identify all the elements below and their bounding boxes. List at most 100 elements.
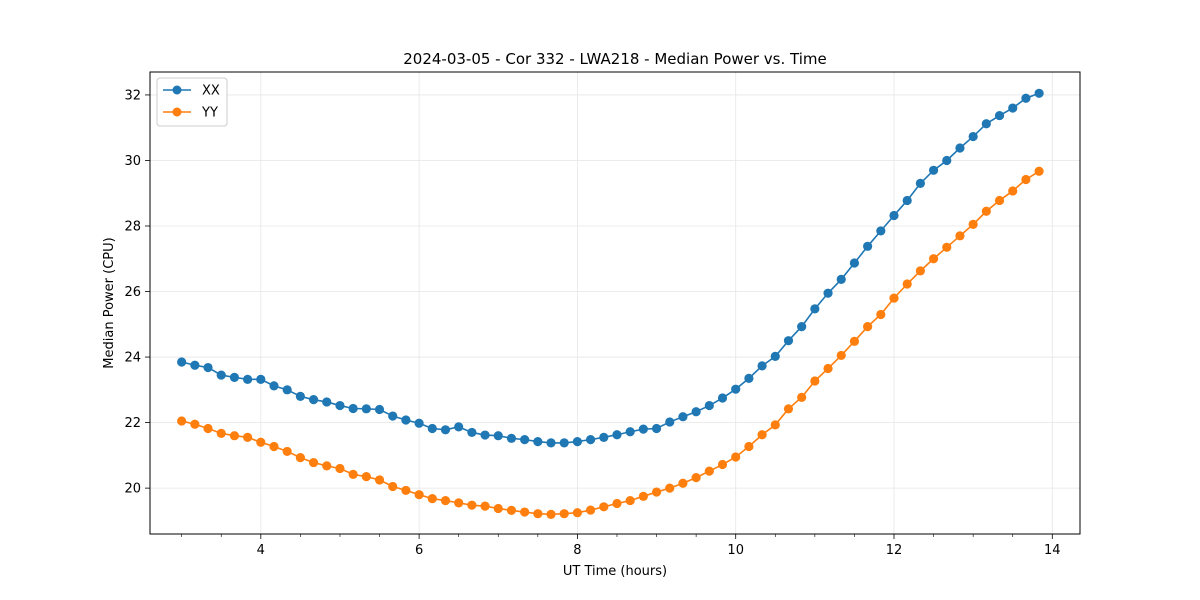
data-point-yy (1021, 174, 1031, 185)
data-point-yy (190, 419, 200, 429)
data-point-yy (678, 478, 688, 488)
data-point-xx (863, 241, 873, 251)
y-tick-label: 26 (124, 285, 141, 300)
y-tick-label: 32 (124, 88, 141, 103)
series-layer (177, 88, 1044, 519)
data-point-yy (506, 505, 517, 516)
y-tick-label: 24 (124, 351, 141, 366)
data-point-xx (928, 165, 939, 175)
data-point-yy (704, 466, 714, 476)
data-point-yy (902, 279, 912, 289)
data-point-xx (401, 415, 411, 425)
data-point-yy (572, 508, 583, 518)
data-point-yy (440, 495, 451, 506)
x-tick-label: 12 (886, 543, 903, 558)
data-point-yy (480, 501, 490, 511)
x-tick-label: 10 (727, 543, 744, 558)
data-point-yy (968, 219, 978, 229)
x-tick-label: 8 (573, 543, 581, 558)
data-point-xx (308, 395, 319, 405)
data-point-xx (335, 400, 345, 411)
data-point-yy (322, 461, 332, 471)
data-point-yy (1008, 186, 1018, 196)
data-point-yy (308, 457, 319, 468)
series-yy (177, 166, 1044, 519)
data-point-xx (190, 360, 200, 370)
data-point-xx (388, 411, 398, 421)
x-tick-label: 14 (1044, 543, 1061, 558)
data-point-yy (717, 459, 728, 470)
data-point-xx (994, 110, 1005, 121)
data-point-xx (797, 321, 807, 332)
data-point-xx (651, 423, 662, 434)
data-point-xx (638, 424, 648, 434)
data-point-xx (876, 226, 886, 236)
data-point-yy (177, 416, 187, 426)
data-point-xx (981, 119, 991, 129)
data-point-yy (757, 430, 767, 440)
series-line-xx (181, 92, 1040, 444)
data-point-xx (836, 274, 846, 285)
data-point-yy (625, 495, 635, 506)
data-point-yy (546, 509, 556, 519)
data-point-xx (440, 425, 451, 435)
data-point-xx (889, 210, 899, 221)
data-point-yy (295, 453, 305, 463)
data-point-xx (348, 403, 358, 414)
data-point-yy (585, 505, 596, 515)
data-point-yy (823, 363, 833, 374)
data-point-xx (625, 427, 635, 437)
data-point-yy (1034, 166, 1044, 176)
data-point-yy (849, 336, 860, 346)
data-point-xx (612, 430, 622, 440)
x-tick-label: 4 (257, 543, 265, 558)
legend-label-yy: YY (201, 106, 218, 121)
data-point-yy (559, 509, 569, 519)
data-point-yy (454, 498, 464, 508)
data-point-yy (361, 472, 371, 482)
data-point-yy (876, 309, 886, 320)
data-point-xx (282, 385, 292, 395)
data-point-yy (994, 195, 1005, 206)
plot-area (149, 71, 1081, 535)
grid (150, 72, 1080, 534)
data-point-yy (863, 321, 873, 332)
data-point-xx (744, 373, 754, 383)
data-point-yy (467, 500, 477, 510)
data-point-yy (243, 432, 253, 442)
data-point-yy (282, 446, 292, 457)
data-point-xx (256, 374, 266, 384)
data-point-xx (599, 432, 609, 442)
data-point-yy (810, 376, 820, 386)
data-point-xx (849, 258, 860, 268)
data-point-xx (493, 431, 503, 441)
data-point-yy (348, 469, 358, 479)
data-point-yy (203, 423, 213, 434)
data-point-yy (493, 503, 503, 514)
data-point-xx (374, 404, 385, 415)
chart-title: 2024-03-05 - Cor 332 - LWA218 - Median P… (403, 50, 827, 68)
data-point-yy (691, 473, 701, 483)
legend: XX YY (156, 77, 228, 127)
y-tick-label: 30 (124, 154, 141, 169)
data-point-yy (269, 441, 279, 452)
data-point-xx (1034, 88, 1044, 98)
data-point-yy (783, 404, 794, 414)
data-point-yy (797, 392, 807, 402)
data-point-yy (915, 266, 925, 276)
data-point-yy (520, 507, 530, 517)
data-point-xx (968, 131, 978, 142)
data-point-yy (414, 490, 424, 500)
data-point-yy (401, 485, 411, 496)
data-point-xx (915, 178, 925, 189)
data-point-xx (757, 361, 767, 371)
data-point-yy (651, 487, 662, 497)
data-point-xx (1008, 103, 1018, 113)
data-point-yy (928, 254, 939, 264)
data-point-xx (559, 438, 569, 448)
data-point-xx (691, 407, 701, 417)
data-point-xx (731, 384, 741, 394)
data-point-xx (585, 435, 596, 445)
data-point-xx (665, 417, 675, 427)
